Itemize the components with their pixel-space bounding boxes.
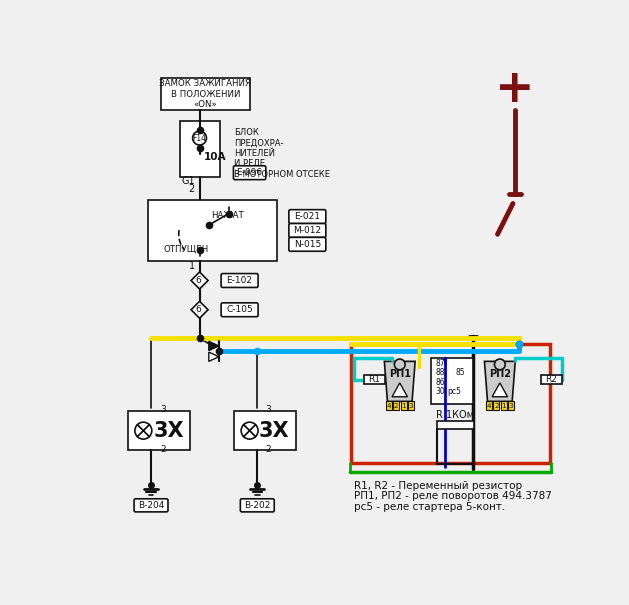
Text: 1: 1	[401, 402, 406, 408]
Text: E-102: E-102	[226, 276, 253, 285]
Text: 3: 3	[409, 402, 413, 408]
Bar	[508, 401, 514, 410]
Polygon shape	[191, 301, 208, 318]
Bar	[393, 401, 399, 410]
Text: 2: 2	[160, 445, 166, 454]
Bar	[408, 401, 414, 410]
Bar	[501, 401, 507, 410]
Text: G1: G1	[181, 176, 195, 186]
Text: РП1, РП2 - реле поворотов 494.3787: РП1, РП2 - реле поворотов 494.3787	[353, 491, 552, 502]
Text: R1: R1	[369, 375, 381, 384]
Text: 30: 30	[435, 387, 445, 396]
Bar	[161, 78, 250, 110]
Text: БЛОК
ПРЕДОХРА-
НИТЕЛЕЙ
И РЕЛЕ
В МОТОРНОМ ОТСЕКЕ: БЛОК ПРЕДОХРА- НИТЕЛЕЙ И РЕЛЕ В МОТОРНОМ…	[234, 128, 330, 178]
Text: 3X: 3X	[259, 420, 289, 440]
Bar	[351, 344, 550, 463]
Bar	[364, 375, 385, 384]
Text: 87: 87	[435, 359, 445, 368]
Bar	[486, 401, 492, 410]
Text: 4: 4	[487, 402, 491, 408]
Circle shape	[192, 131, 206, 145]
Text: B-204: B-204	[138, 501, 164, 510]
Text: 1: 1	[501, 402, 506, 408]
Text: НАЖАТ: НАЖАТ	[211, 211, 244, 220]
Text: N-015: N-015	[294, 240, 321, 249]
Text: 86: 86	[435, 378, 445, 387]
Bar	[401, 401, 407, 410]
Polygon shape	[191, 272, 208, 289]
Bar	[181, 121, 220, 177]
Text: 10А: 10А	[203, 152, 226, 162]
Bar	[430, 358, 473, 404]
Polygon shape	[384, 361, 415, 401]
Text: рс5 - реле стартера 5-конт.: рс5 - реле стартера 5-конт.	[353, 502, 505, 512]
FancyBboxPatch shape	[221, 303, 258, 316]
Text: 1: 1	[189, 261, 195, 271]
Text: РП2: РП2	[489, 368, 511, 379]
Text: 3: 3	[265, 405, 270, 414]
Bar	[437, 420, 474, 429]
Text: C-105: C-105	[226, 306, 253, 314]
FancyBboxPatch shape	[221, 273, 258, 287]
FancyBboxPatch shape	[134, 499, 168, 512]
FancyBboxPatch shape	[289, 237, 326, 251]
Bar	[493, 401, 499, 410]
Bar	[234, 411, 296, 450]
Circle shape	[494, 359, 505, 370]
Text: +: +	[496, 67, 535, 112]
Text: R1, R2 - Переменный резистор: R1, R2 - Переменный резистор	[353, 481, 521, 491]
Polygon shape	[392, 383, 408, 397]
Text: ОТПУЩЕН: ОТПУЩЕН	[164, 244, 209, 253]
Text: 2: 2	[189, 184, 195, 194]
Text: E-021: E-021	[294, 212, 320, 221]
Text: 2: 2	[494, 402, 499, 408]
Text: 2: 2	[265, 445, 270, 454]
Text: R 1КОм: R 1КОм	[436, 410, 474, 420]
Text: рс5: рс5	[447, 387, 461, 396]
Bar	[541, 375, 562, 384]
Bar	[148, 200, 277, 261]
Text: 6: 6	[195, 306, 201, 314]
Text: ЗАМОК ЗАЖИГАНИЯ
В ПОЛОЖЕНИИ
«ON»: ЗАМОК ЗАЖИГАНИЯ В ПОЛОЖЕНИИ «ON»	[159, 79, 251, 109]
Polygon shape	[209, 341, 219, 350]
Bar	[128, 411, 189, 450]
FancyBboxPatch shape	[233, 166, 266, 180]
Text: 4: 4	[387, 402, 391, 408]
Text: 2: 2	[394, 402, 399, 408]
Text: РП1: РП1	[389, 368, 411, 379]
Polygon shape	[484, 361, 515, 401]
FancyBboxPatch shape	[240, 499, 274, 512]
Text: R2: R2	[545, 375, 557, 384]
Circle shape	[394, 359, 405, 370]
Bar	[386, 401, 392, 410]
Text: M-012: M-012	[293, 226, 321, 235]
Text: 3: 3	[509, 402, 513, 408]
Text: 88: 88	[435, 368, 445, 378]
Polygon shape	[492, 383, 508, 397]
Text: 6: 6	[195, 276, 201, 285]
FancyBboxPatch shape	[289, 210, 326, 223]
Text: E-096: E-096	[237, 168, 263, 177]
Text: 3: 3	[160, 405, 166, 414]
Text: F14: F14	[192, 134, 206, 143]
Text: 3X: 3X	[153, 420, 184, 440]
FancyBboxPatch shape	[289, 223, 326, 237]
Text: 85: 85	[455, 368, 465, 378]
Text: B-202: B-202	[244, 501, 270, 510]
Polygon shape	[209, 352, 219, 361]
